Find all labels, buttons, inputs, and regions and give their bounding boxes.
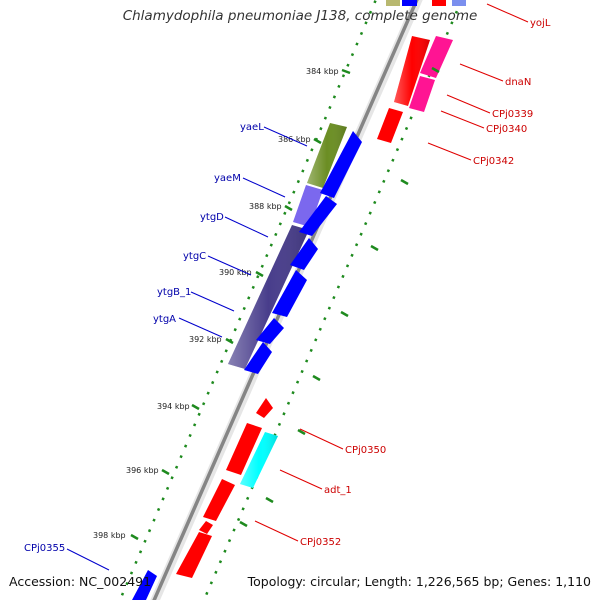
gene-label-CPj0339: CPj0339 — [492, 109, 533, 120]
gene-label-yaeM: yaeM — [214, 173, 241, 184]
gene-bar-top-4 — [452, 0, 466, 6]
gene-yaeL-block-shade — [307, 123, 347, 188]
scale-track-outer — [118, 0, 378, 600]
gene-label-CPj0342: CPj0342 — [473, 156, 514, 167]
gene-ytg-block-shade — [228, 225, 309, 369]
gene-dnaN-block-1-shade — [394, 36, 430, 106]
gene-magenta-2 — [409, 76, 435, 112]
gene-CPj0350-block — [256, 398, 273, 418]
accession-text: Accession: NC_002491 — [9, 574, 152, 589]
gene-label-yaeL: yaeL — [240, 122, 264, 133]
gene-magenta-1 — [420, 36, 453, 78]
gene-label-CPj0340: CPj0340 — [486, 124, 527, 135]
gene-adt_1-block-shade — [240, 432, 278, 488]
genome-info-text: Topology: circular; Length: 1,226,565 bp… — [247, 574, 591, 589]
gene-yaeM-block — [293, 185, 323, 227]
gene-blue-3 — [290, 238, 318, 270]
leader-lines-red — [254, 3, 529, 542]
gene-blue-6 — [244, 342, 272, 374]
tick-label-386: 386 kbp — [278, 135, 311, 144]
gene-label-ytgB_1: ytgB_1 — [157, 287, 191, 298]
gene-label-CPj0350: CPj0350 — [345, 445, 386, 456]
gene-label-yojL: yojL — [530, 18, 551, 29]
map-title: Chlamydophila pneumoniae J138, complete … — [122, 8, 478, 24]
scale-track-inner — [202, 0, 464, 600]
gene-label-dnaN: dnaN — [505, 77, 531, 88]
tick-label-392: 392 kbp — [189, 335, 222, 344]
tick-label-390: 390 kbp — [219, 268, 252, 277]
gene-label-CPj0352: CPj0352 — [300, 537, 341, 548]
gene-blue-1 — [320, 131, 362, 198]
tick-label-388: 388 kbp — [249, 202, 282, 211]
gene-bar-top-3 — [432, 0, 446, 6]
gene-red-lower-2 — [203, 479, 235, 521]
gene-label-CPj0355: CPj0355 — [24, 543, 65, 554]
gene-blue-2 — [299, 196, 337, 236]
tick-label-384: 384 kbp — [306, 67, 339, 76]
gene-blue-4 — [272, 270, 307, 317]
gene-bar-top-2 — [402, 0, 417, 6]
tick-label-394: 394 kbp — [157, 402, 190, 411]
gene-red-lower-3 — [199, 521, 213, 534]
gene-CPj0342-block — [377, 108, 403, 143]
gene-CPj0352-block — [176, 532, 212, 578]
gene-label-ytgD: ytgD — [200, 212, 224, 223]
tick-marks — [130, 66, 440, 541]
gene-label-adt_1: adt_1 — [324, 485, 352, 496]
gene-label-ytgC: ytgC — [183, 251, 206, 262]
gene-label-ytgA: ytgA — [153, 314, 176, 325]
tick-label-396: 396 kbp — [126, 466, 159, 475]
gene-blue-5 — [256, 318, 284, 344]
gene-red-lower-1 — [226, 423, 262, 475]
tick-label-398: 398 kbp — [93, 531, 126, 540]
gene-CPj0355-block — [132, 570, 157, 600]
gene-bar-top-1 — [386, 0, 400, 6]
leader-lines-blue — [66, 126, 308, 571]
